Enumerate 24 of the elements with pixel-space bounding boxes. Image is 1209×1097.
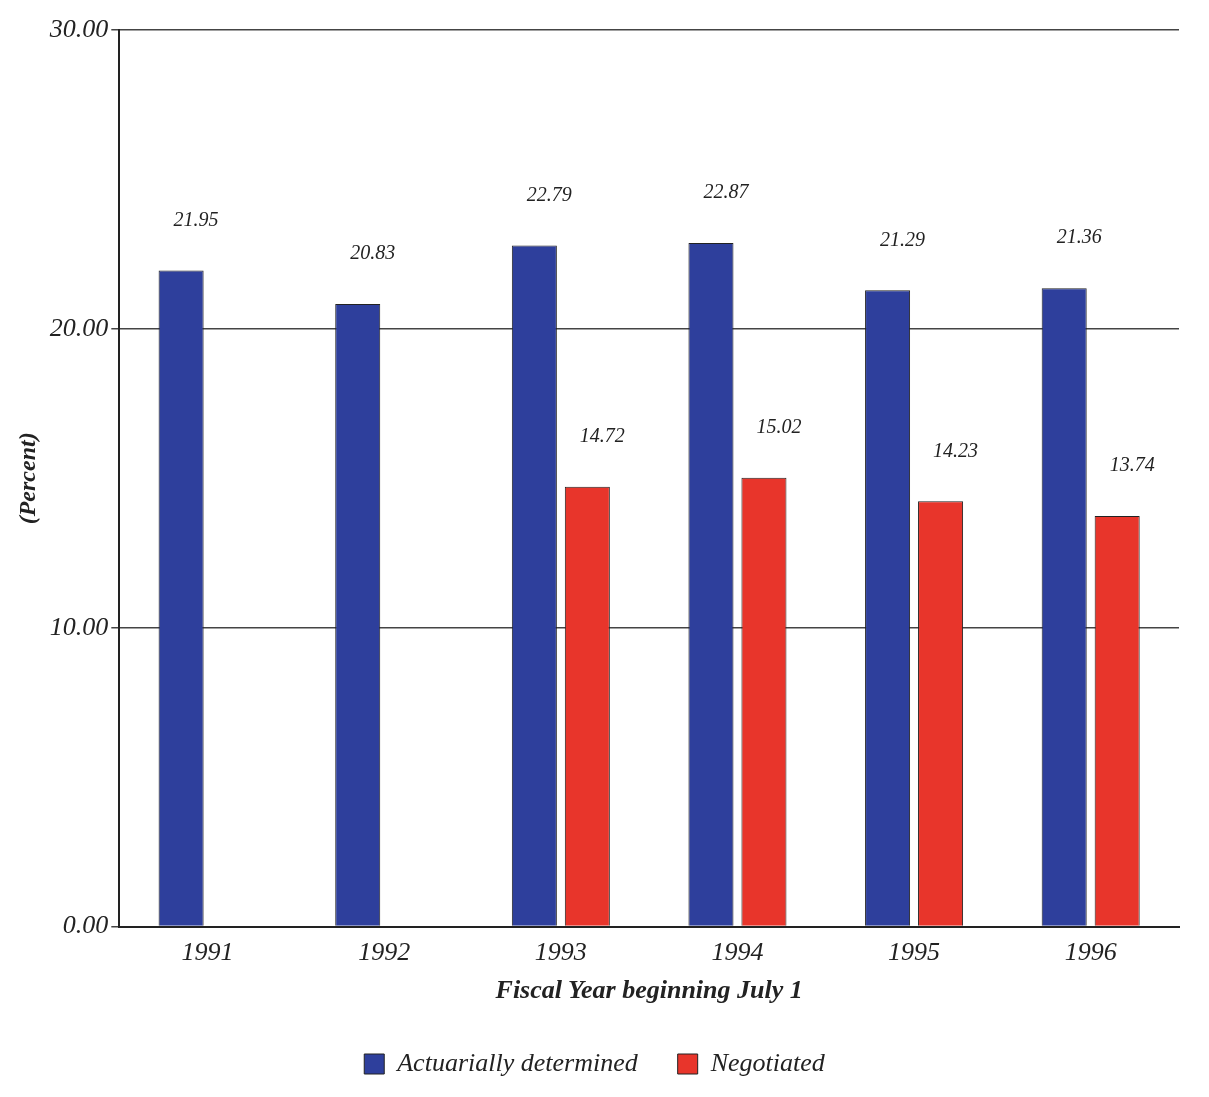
x-tick-label: 1995: [888, 937, 941, 967]
data-label: 14.72: [579, 423, 625, 446]
data-label: 21.29: [880, 227, 926, 250]
data-label: 22.79: [526, 182, 572, 205]
data-label: 21.95: [173, 207, 219, 230]
x-tick-label: 1992: [358, 937, 411, 967]
y-tick-label: 20.00: [49, 312, 109, 342]
data-label: 21.36: [1056, 225, 1102, 248]
data-label: 13.74: [1109, 453, 1155, 476]
data-label: 15.02: [756, 414, 802, 437]
y-tick-label: 10.00: [49, 611, 109, 641]
data-label: 22.87: [703, 180, 750, 203]
x-tick-label: 1993: [534, 937, 587, 967]
x-axis-title: Fiscal Year beginning July 1: [494, 975, 803, 1005]
y-tick-label: 0.00: [62, 910, 109, 940]
x-tick-label: 1994: [711, 937, 764, 967]
legend-label: Actuarially determined: [395, 1047, 639, 1077]
data-label: 20.83: [350, 241, 396, 264]
y-tick-label: 30.00: [48, 13, 109, 43]
legend-label: Negotiated: [709, 1047, 826, 1077]
y-axis-title: (Percent): [13, 432, 40, 525]
data-label: 14.23: [933, 438, 979, 461]
x-tick-label: 1991: [181, 937, 234, 967]
x-tick-label: 1996: [1064, 937, 1117, 967]
